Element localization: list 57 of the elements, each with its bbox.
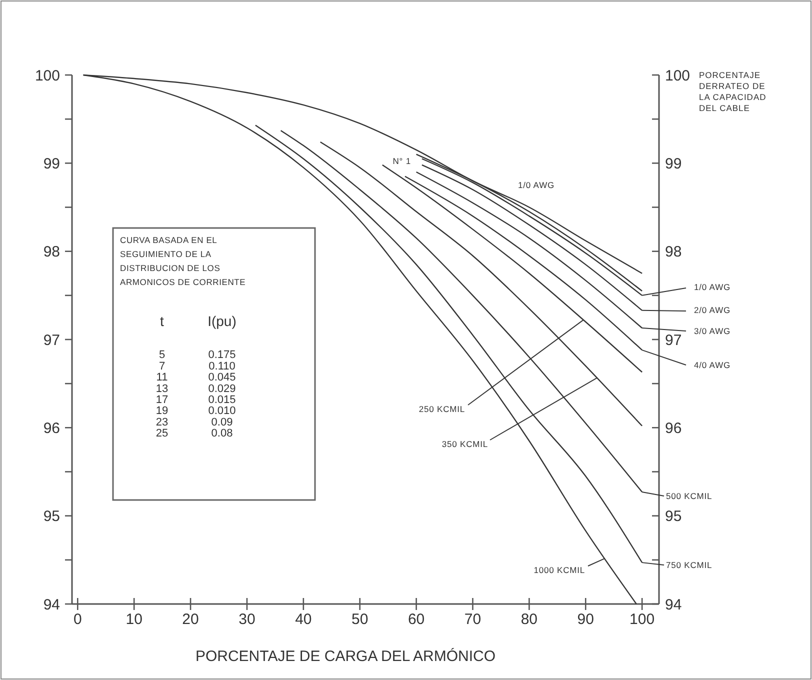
text: 2/0 AWG	[694, 305, 730, 315]
text: 4/0 AWG	[694, 360, 730, 370]
y2-tick-label: 99	[665, 155, 682, 172]
x-tick-label: 0	[73, 611, 82, 628]
y-tick-label: 98	[43, 244, 60, 261]
annotation: 11	[156, 372, 168, 384]
y-tick-label: 95	[43, 508, 60, 526]
legend-label: 750 KCMIL	[666, 560, 712, 570]
annotation: 5	[158, 349, 166, 362]
y2-tick-label: 100	[665, 67, 690, 84]
text: 3/0 AWG	[694, 326, 730, 336]
y2-tick-label: 96	[665, 420, 682, 437]
annotation: 17	[156, 394, 168, 406]
annotation: 0.09	[211, 416, 233, 428]
text: 350 KCMIL	[442, 439, 488, 449]
x-tick-label: 10	[126, 611, 142, 628]
x-tick-label: 70	[464, 611, 482, 628]
annotation: 13	[156, 382, 168, 395]
annotation: 0.015	[208, 394, 236, 406]
annotation: 23	[156, 416, 168, 428]
annotation: 7	[158, 360, 166, 372]
series-label: 1/0 AWG	[518, 180, 554, 190]
annotation: t	[160, 313, 164, 329]
y2-tick-label: 98	[665, 244, 682, 261]
annotation: 19	[156, 405, 168, 418]
annotation: I(pu)	[208, 313, 236, 329]
annotation: 25	[156, 428, 168, 440]
text: 1000 KCMIL	[534, 565, 585, 575]
x-axis-title: PORCENTAJE DE CARGA DEL ARMÓNICO	[195, 647, 496, 665]
y2-axis-title: PORCENTAJE DERRATEO DE LA CAPACIDAD DEL CABLE	[699, 70, 766, 113]
y-tick-label: 100	[34, 67, 60, 84]
text: 1/0 AWG	[694, 282, 730, 292]
annotation: 0.08	[211, 428, 233, 440]
x-tick-label: 60	[408, 611, 425, 628]
x-tick-label: 80	[520, 611, 538, 628]
annotation: 0.010	[208, 405, 236, 418]
x-tick-label: 20	[182, 611, 199, 628]
annotation: 0.045	[208, 372, 236, 384]
y2-tick-label: 97	[665, 332, 682, 349]
annotation: 0.175	[208, 349, 236, 362]
annotation: 0.110	[208, 360, 236, 372]
annotation: 0.029	[208, 382, 236, 395]
y-tick-label: 94	[43, 596, 60, 614]
y2-tick-label: 94	[665, 596, 682, 614]
legend-label: 500 KCMIL	[666, 491, 712, 501]
x-tick-label: 40	[295, 611, 312, 628]
x-tick-label: 100	[630, 611, 655, 628]
y-tick-label: 97	[43, 332, 60, 349]
annotation: CURVA BASADA EN EL SEGUIMIENTO DE LA DISTRIBUCION DE LOS ARMONICOS DE CORRIENTE	[120, 235, 246, 287]
y-tick-label: 96	[43, 420, 60, 437]
text: 250 KCMIL	[418, 404, 465, 414]
x-tick-label: 90	[577, 611, 594, 628]
x-tick-label: 30	[238, 611, 256, 628]
series-label: N° 1	[392, 156, 411, 166]
y-tick-label: 99	[43, 155, 60, 172]
y2-tick-label: 95	[665, 508, 682, 526]
x-tick-label: 50	[352, 611, 368, 628]
